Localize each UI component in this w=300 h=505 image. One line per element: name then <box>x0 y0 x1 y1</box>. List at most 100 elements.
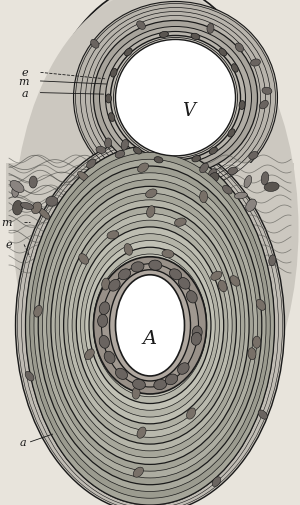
Ellipse shape <box>258 410 267 419</box>
Ellipse shape <box>113 38 238 159</box>
Ellipse shape <box>79 254 88 265</box>
Ellipse shape <box>104 351 115 364</box>
Ellipse shape <box>110 69 117 78</box>
Ellipse shape <box>137 22 146 30</box>
Ellipse shape <box>208 169 217 178</box>
Ellipse shape <box>188 201 197 212</box>
Ellipse shape <box>81 234 219 417</box>
Ellipse shape <box>30 153 270 498</box>
Text: e: e <box>22 68 28 78</box>
Ellipse shape <box>98 315 108 328</box>
Ellipse shape <box>78 186 91 197</box>
Ellipse shape <box>13 201 22 216</box>
Ellipse shape <box>12 186 19 198</box>
Ellipse shape <box>26 146 275 505</box>
Ellipse shape <box>132 387 140 399</box>
Ellipse shape <box>124 49 132 57</box>
Ellipse shape <box>32 203 42 214</box>
Ellipse shape <box>87 160 96 169</box>
Ellipse shape <box>250 60 260 67</box>
Ellipse shape <box>234 193 247 199</box>
Ellipse shape <box>76 227 224 424</box>
Ellipse shape <box>269 256 276 266</box>
Ellipse shape <box>16 138 284 505</box>
Ellipse shape <box>131 262 144 273</box>
Ellipse shape <box>109 280 120 291</box>
Ellipse shape <box>99 302 110 315</box>
Ellipse shape <box>134 147 142 155</box>
Ellipse shape <box>244 176 252 188</box>
Ellipse shape <box>175 219 186 227</box>
Ellipse shape <box>68 214 232 437</box>
Ellipse shape <box>178 278 190 289</box>
Ellipse shape <box>123 178 133 187</box>
Ellipse shape <box>98 261 202 390</box>
Ellipse shape <box>235 44 244 53</box>
Ellipse shape <box>100 27 251 170</box>
Ellipse shape <box>106 95 112 104</box>
Ellipse shape <box>189 205 199 216</box>
Ellipse shape <box>106 32 245 165</box>
Ellipse shape <box>94 257 206 394</box>
Ellipse shape <box>165 374 178 385</box>
Ellipse shape <box>51 187 249 465</box>
Ellipse shape <box>264 183 279 192</box>
Ellipse shape <box>10 181 24 193</box>
Ellipse shape <box>232 212 243 223</box>
Ellipse shape <box>124 244 133 256</box>
Ellipse shape <box>260 101 268 110</box>
Ellipse shape <box>72 221 228 431</box>
Ellipse shape <box>96 147 106 154</box>
Ellipse shape <box>154 158 163 164</box>
Bar <box>6 164 294 222</box>
Ellipse shape <box>218 281 227 292</box>
Ellipse shape <box>34 306 42 318</box>
Ellipse shape <box>47 180 253 471</box>
Ellipse shape <box>34 160 266 491</box>
Ellipse shape <box>85 241 215 411</box>
Ellipse shape <box>94 21 257 176</box>
Text: m: m <box>18 77 28 87</box>
Ellipse shape <box>192 156 201 163</box>
Ellipse shape <box>162 250 174 258</box>
Ellipse shape <box>42 173 258 478</box>
Ellipse shape <box>29 177 37 189</box>
Ellipse shape <box>121 140 128 151</box>
Ellipse shape <box>113 200 122 211</box>
Ellipse shape <box>230 276 240 287</box>
Ellipse shape <box>209 148 218 155</box>
Text: e: e <box>5 240 12 250</box>
Ellipse shape <box>138 173 147 185</box>
Ellipse shape <box>25 372 34 381</box>
Ellipse shape <box>118 269 130 280</box>
Text: V: V <box>182 102 196 120</box>
Ellipse shape <box>138 164 148 173</box>
Ellipse shape <box>191 34 200 40</box>
Ellipse shape <box>74 3 278 194</box>
Ellipse shape <box>248 348 256 360</box>
Ellipse shape <box>192 326 202 339</box>
Ellipse shape <box>206 197 221 205</box>
Text: A: A <box>143 329 157 347</box>
Ellipse shape <box>149 261 162 271</box>
Ellipse shape <box>133 379 146 390</box>
Text: a: a <box>22 88 28 98</box>
Ellipse shape <box>38 167 262 485</box>
Ellipse shape <box>105 139 112 148</box>
Ellipse shape <box>160 32 169 38</box>
Ellipse shape <box>55 194 245 458</box>
Text: m: m <box>2 217 12 227</box>
Ellipse shape <box>169 269 182 280</box>
Ellipse shape <box>46 197 58 207</box>
Ellipse shape <box>102 279 110 290</box>
Ellipse shape <box>137 427 146 438</box>
Ellipse shape <box>85 349 94 360</box>
Ellipse shape <box>207 24 214 34</box>
Ellipse shape <box>78 172 90 182</box>
Ellipse shape <box>262 88 272 95</box>
Ellipse shape <box>107 231 119 239</box>
Ellipse shape <box>256 300 266 311</box>
Ellipse shape <box>196 168 203 177</box>
Ellipse shape <box>228 130 235 138</box>
Ellipse shape <box>24 0 288 454</box>
